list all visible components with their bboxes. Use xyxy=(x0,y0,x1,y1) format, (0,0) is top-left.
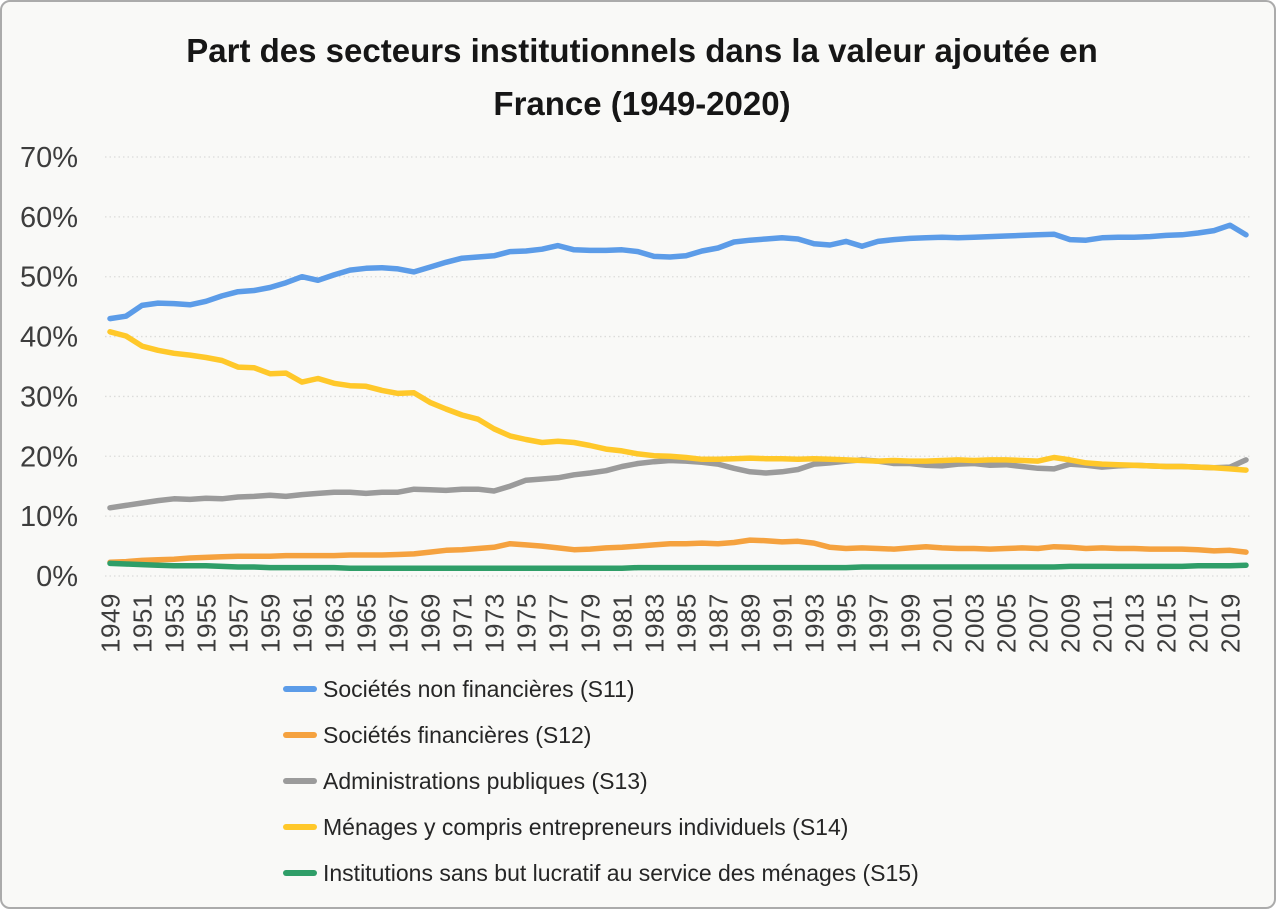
x-axis-label: 2017 xyxy=(1184,593,1214,653)
legend-label-s13: Administrations publiques (S13) xyxy=(323,767,648,794)
x-axis-label: 1987 xyxy=(704,593,734,653)
x-axis-label: 2009 xyxy=(1056,593,1086,653)
x-axis-label: 1959 xyxy=(256,593,286,653)
legend-swatch-s12-icon xyxy=(283,732,317,738)
x-axis-label: 1979 xyxy=(576,593,606,653)
y-axis-label: 40% xyxy=(20,322,78,354)
series-line-s11 xyxy=(107,222,1249,322)
y-axis-label: 60% xyxy=(20,202,78,234)
x-axis-label: 1975 xyxy=(512,593,542,653)
x-axis-label: 1991 xyxy=(768,593,798,653)
x-axis-label: 1989 xyxy=(736,593,766,653)
x-axis-label: 1969 xyxy=(416,593,446,653)
x-axis-label: 1973 xyxy=(480,593,510,653)
legend-item-s12: Sociétés financières (S12) xyxy=(283,712,919,758)
legend-swatch-s13-icon xyxy=(283,778,317,784)
legend-item-s14: Ménages y compris entrepreneurs individu… xyxy=(283,804,919,850)
x-axis-label: 1967 xyxy=(384,593,414,653)
legend-label-s11: Sociétés non financières (S11) xyxy=(323,675,635,702)
x-axis-label: 1965 xyxy=(352,593,382,653)
legend-item-s11: Sociétés non financières (S11) xyxy=(283,666,919,712)
series-line-s12 xyxy=(107,537,1249,565)
y-axis-label: 50% xyxy=(20,262,78,294)
y-axis-label: 10% xyxy=(20,501,78,533)
x-axis-label: 1983 xyxy=(640,593,670,653)
legend-label-s12: Sociétés financières (S12) xyxy=(323,721,592,748)
x-axis-label: 1977 xyxy=(544,593,574,653)
legend-swatch-s14-icon xyxy=(283,824,317,830)
x-axis-label: 2005 xyxy=(992,593,1022,653)
legend-item-s13: Administrations publiques (S13) xyxy=(283,758,919,804)
chart-title: Part des secteurs institutionnels dans l… xyxy=(2,24,1274,131)
x-axis-label: 2015 xyxy=(1152,593,1182,653)
x-axis-label: 1951 xyxy=(128,593,158,653)
legend: Sociétés non financières (S11) Sociétés … xyxy=(283,666,919,896)
series-line-s13 xyxy=(107,457,1249,511)
x-axis-label: 2003 xyxy=(960,593,990,653)
legend-swatch-s15-icon xyxy=(283,870,317,876)
x-axis-label: 1961 xyxy=(288,593,318,653)
x-axis-label: 2013 xyxy=(1120,593,1150,653)
x-axis-label: 1955 xyxy=(192,593,222,653)
legend-item-s15: Institutions sans but lucratif au servic… xyxy=(283,850,919,896)
x-axis-label: 1981 xyxy=(608,593,638,653)
x-axis-label: 1995 xyxy=(832,593,862,653)
y-axis-label: 20% xyxy=(20,441,78,473)
y-axis-label: 0% xyxy=(36,561,78,593)
legend-swatch-s11-icon xyxy=(283,686,317,692)
x-axis-label: 1957 xyxy=(224,593,254,653)
x-axis-label: 1993 xyxy=(800,593,830,653)
x-axis-label: 1997 xyxy=(864,593,894,653)
x-axis-label: 2007 xyxy=(1024,593,1054,653)
x-axis-label: 2001 xyxy=(928,593,958,653)
x-axis-label: 2011 xyxy=(1088,595,1118,653)
y-axis-label: 70% xyxy=(20,142,78,174)
legend-label-s15: Institutions sans but lucratif au servic… xyxy=(323,859,919,886)
x-axis-label: 1963 xyxy=(320,593,350,653)
y-axis-label: 30% xyxy=(20,381,78,413)
series-line-s15 xyxy=(107,560,1249,571)
x-axis-label: 1985 xyxy=(672,593,702,653)
series-line-s14 xyxy=(107,329,1249,473)
x-axis-label: 1949 xyxy=(96,593,126,653)
chart-title-text: Part des secteurs institutionnels dans l… xyxy=(186,32,1098,123)
x-axis-label: 2019 xyxy=(1216,593,1246,653)
legend-label-s14: Ménages y compris entrepreneurs individu… xyxy=(323,813,849,840)
x-axis-label: 1999 xyxy=(896,593,926,653)
x-axis-label: 1971 xyxy=(448,593,478,653)
x-axis-label: 1953 xyxy=(160,593,190,653)
